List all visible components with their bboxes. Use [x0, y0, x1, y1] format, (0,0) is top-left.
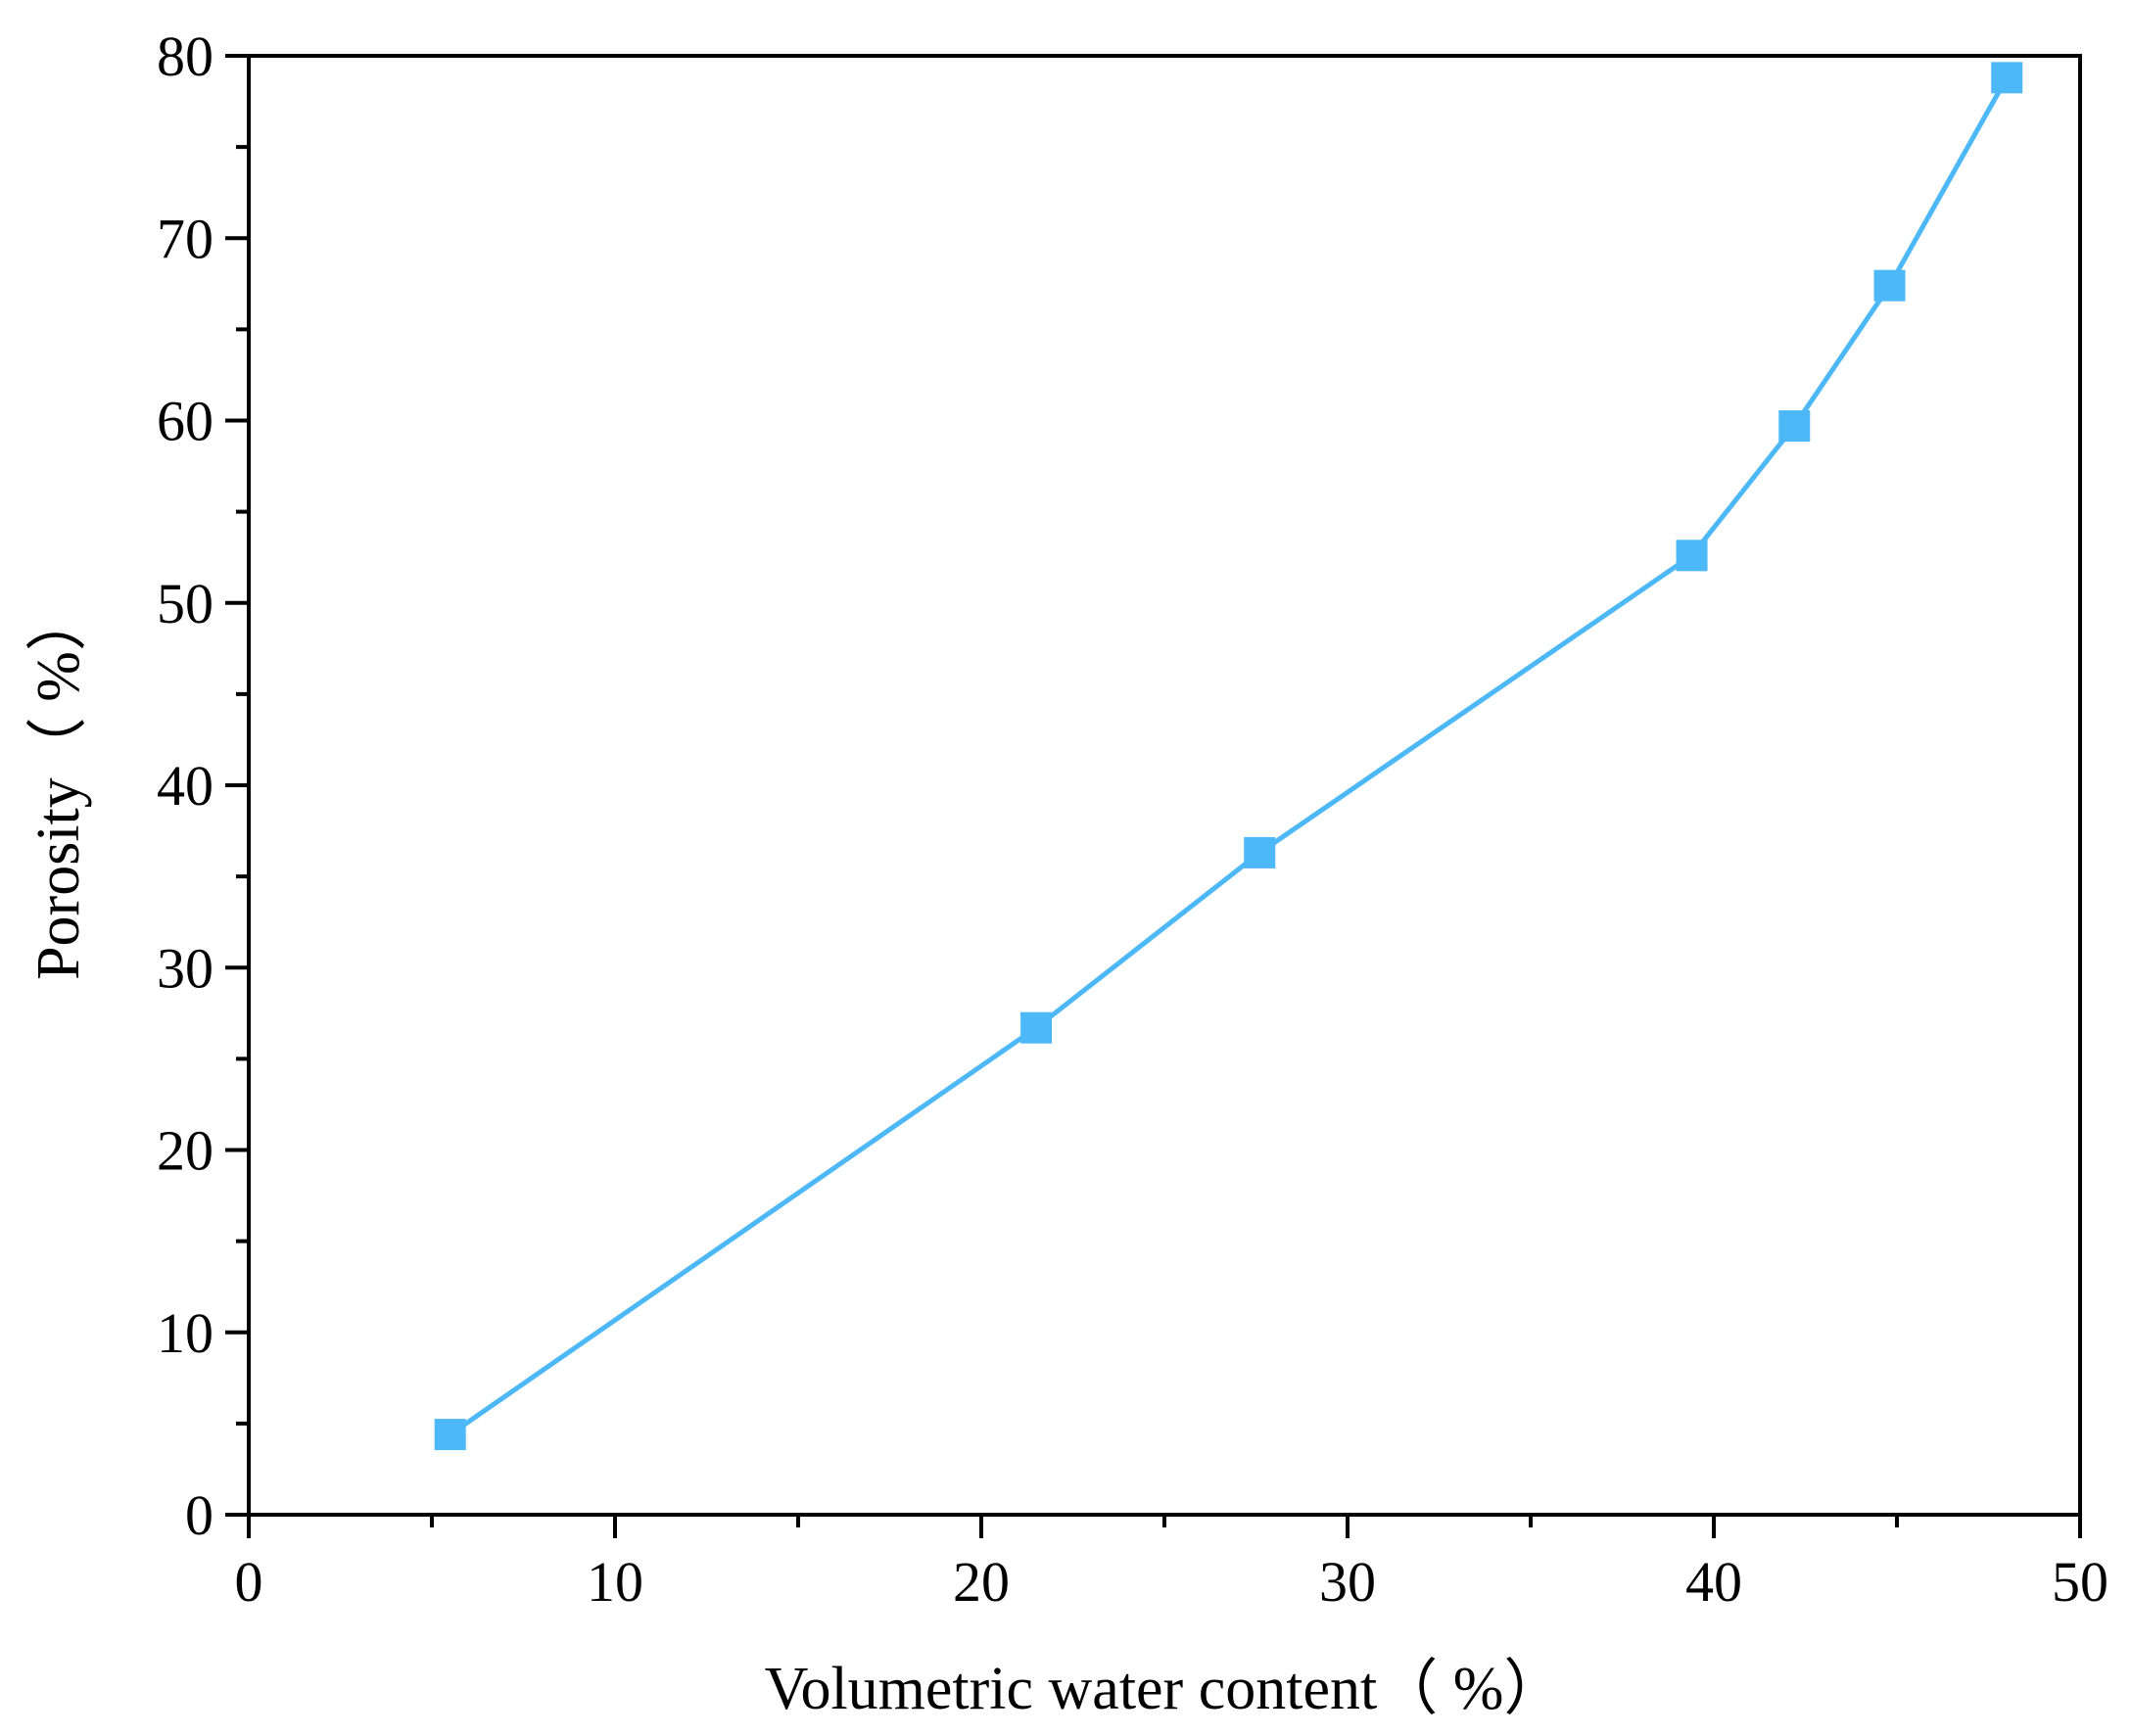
x-axis-title: Volumetric water content（ %） [765, 1656, 1565, 1722]
plot-frame [247, 54, 2082, 1517]
x-tick-label: 50 [2052, 1550, 2108, 1614]
series-line [449, 76, 2010, 1437]
data-point [1873, 269, 1906, 302]
y-tick-label: 50 [157, 572, 213, 635]
data-point [1244, 836, 1276, 868]
data-point [1991, 62, 2023, 94]
x-tick-label: 10 [587, 1550, 643, 1614]
x-tick-label: 40 [1685, 1550, 1742, 1614]
y-tick-label: 40 [157, 754, 213, 818]
data-point [1676, 540, 1708, 572]
data-point [1778, 410, 1811, 443]
y-tick-labels: 0 10 20 30 40 50 60 70 80 [157, 24, 213, 1547]
y-tick-label: 80 [157, 24, 213, 88]
x-tick-label: 0 [235, 1550, 263, 1614]
y-axis-title: Porosity（ %） [25, 590, 92, 980]
y-tick-label: 10 [157, 1301, 213, 1365]
data-point [434, 1419, 466, 1451]
x-tick-labels: 0 10 20 30 40 50 [235, 1550, 2109, 1614]
data-point [1020, 1011, 1053, 1044]
y-tick-label: 30 [157, 936, 213, 1000]
series-markers [434, 62, 2023, 1451]
x-tick-label: 20 [953, 1550, 1010, 1614]
y-tick-label: 20 [157, 1119, 213, 1183]
axis-ticks [225, 54, 2082, 1538]
x-tick-label: 30 [1319, 1550, 1376, 1614]
y-tick-label: 0 [185, 1483, 213, 1547]
y-tick-label: 60 [157, 390, 213, 453]
y-tick-label: 70 [157, 207, 213, 270]
